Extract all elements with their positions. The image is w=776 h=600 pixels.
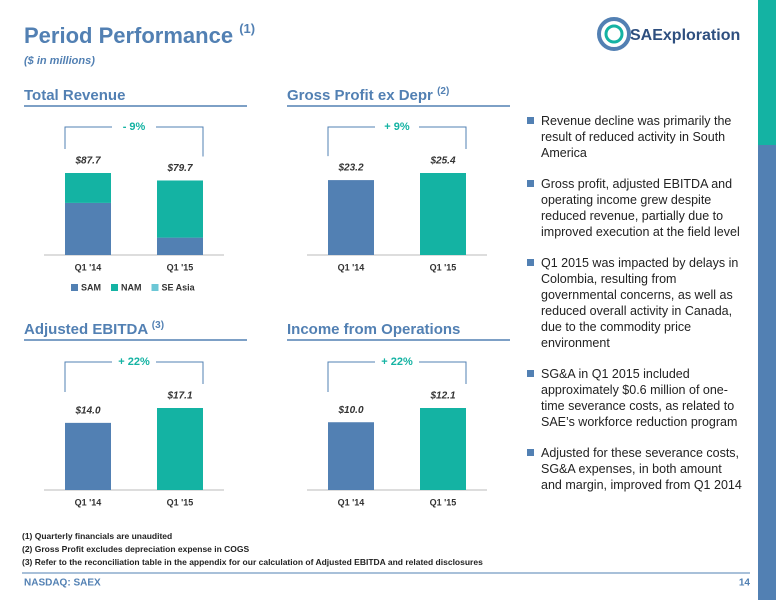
value-label: $14.0 xyxy=(74,406,100,417)
bullet: Revenue decline was primarily the result… xyxy=(527,113,745,161)
x-tick-label: Q1 '14 xyxy=(75,262,102,272)
bullet-list: Revenue decline was primarily the result… xyxy=(527,113,745,508)
footnote: (2) Gross Profit excludes depreciation e… xyxy=(22,544,250,554)
bar xyxy=(420,173,466,255)
bullet: SG&A in Q1 2015 included approximately $… xyxy=(527,366,745,430)
value-label: $12.1 xyxy=(429,391,455,402)
chart-title-note: (3) xyxy=(152,320,164,331)
chart-title: Income from Operations xyxy=(287,321,460,338)
x-tick-label: Q1 '14 xyxy=(338,262,365,272)
annotation: + 22% xyxy=(118,356,150,368)
legend-swatch xyxy=(111,284,118,291)
annotation: - 9% xyxy=(123,121,146,133)
footer-ticker: NASDAQ: SAEX xyxy=(24,578,101,589)
bar-segment xyxy=(65,173,111,203)
value-label: $23.2 xyxy=(337,163,363,174)
value-label: $17.1 xyxy=(166,391,192,402)
chart-title-note: (2) xyxy=(437,86,449,97)
footnotes: (1) Quarterly financials are unaudited (2… xyxy=(22,530,483,569)
bullet: Gross profit, adjusted EBITDA and operat… xyxy=(527,176,745,240)
side-strip xyxy=(758,145,776,600)
logo-text: SAExploration xyxy=(630,27,740,44)
annotation-bg xyxy=(375,119,419,135)
logo: SAExploration xyxy=(597,17,740,51)
value-label: $25.4 xyxy=(429,156,455,167)
bar-segment xyxy=(157,237,203,255)
value-label: $10.0 xyxy=(337,405,363,416)
x-tick-label: Q1 '15 xyxy=(430,497,457,507)
chart-title: Adjusted EBITDA (3) xyxy=(24,320,164,338)
chart-title: Gross Profit ex Depr (2) xyxy=(287,86,449,104)
bar xyxy=(420,408,466,490)
x-tick-label: Q1 '14 xyxy=(75,497,102,507)
legend-swatch xyxy=(71,284,78,291)
legend-label: SE Asia xyxy=(162,282,196,292)
chart-title-text: Income from Operations xyxy=(287,321,460,338)
x-tick-label: Q1 '15 xyxy=(167,497,194,507)
chart-title-text: Adjusted EBITDA xyxy=(24,321,148,338)
bar-segment xyxy=(65,202,111,255)
x-tick-label: Q1 '14 xyxy=(338,497,365,507)
legend-label: SAM xyxy=(81,282,101,292)
footnote: (3) Refer to the reconciliation table in… xyxy=(22,557,483,567)
total-label: $79.7 xyxy=(166,163,192,174)
annotation: + 22% xyxy=(381,356,413,368)
side-strip xyxy=(758,0,776,145)
bar xyxy=(65,422,111,490)
annotation-bg xyxy=(112,119,156,135)
bullet: Adjusted for these severance costs, SG&A… xyxy=(527,445,745,493)
legend-swatch xyxy=(151,284,159,291)
legend-label: NAM xyxy=(121,282,142,292)
title: Period Performance (1) xyxy=(24,21,255,47)
chart-title-text: Total Revenue xyxy=(24,87,125,104)
bar xyxy=(157,408,203,490)
bar xyxy=(328,180,374,255)
bar xyxy=(328,422,374,490)
x-tick-label: Q1 '15 xyxy=(430,262,457,272)
annotation-bg xyxy=(112,354,156,370)
total-label: $87.7 xyxy=(74,156,100,167)
footnote: (1) Quarterly financials are unaudited xyxy=(22,531,173,541)
annotation: + 9% xyxy=(384,121,410,133)
subtitle: ($ in millions) xyxy=(24,55,95,67)
chart-title: Total Revenue xyxy=(24,87,125,104)
bullet: Q1 2015 was impacted by delays in Colomb… xyxy=(527,255,745,351)
page-number: 14 xyxy=(739,578,751,589)
annotation-bg xyxy=(375,354,419,370)
chart-title-text: Gross Profit ex Depr xyxy=(287,87,433,104)
bar-segment xyxy=(157,180,203,238)
title-text: Period Performance xyxy=(24,23,233,48)
title-note: (1) xyxy=(239,21,255,36)
x-tick-label: Q1 '15 xyxy=(167,262,194,272)
